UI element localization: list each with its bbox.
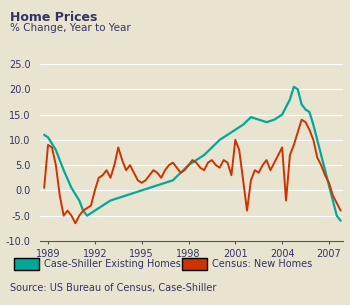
Text: Source: US Bureau of Census, Case-Shiller: Source: US Bureau of Census, Case-Shille… bbox=[10, 283, 217, 293]
Text: Census: New Homes: Census: New Homes bbox=[212, 259, 312, 269]
Text: Home Prices: Home Prices bbox=[10, 11, 98, 24]
Text: Case-Shiller Existing Homes: Case-Shiller Existing Homes bbox=[44, 259, 181, 269]
Text: % Change, Year to Year: % Change, Year to Year bbox=[10, 23, 131, 33]
